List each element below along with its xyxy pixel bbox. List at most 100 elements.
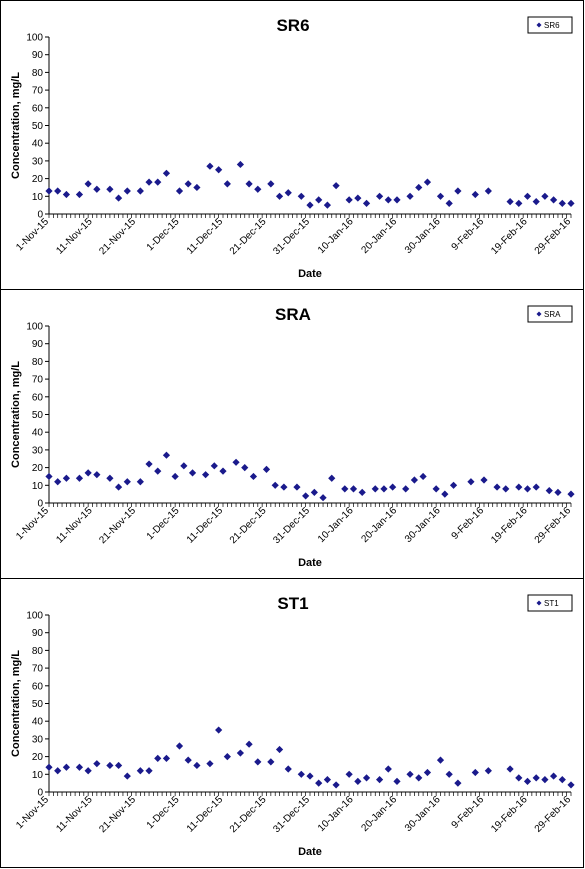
data-point-sra: [249, 472, 258, 481]
data-point-sr6: [393, 196, 401, 204]
data-point-st1: [550, 772, 558, 780]
legend-box: [527, 16, 573, 34]
data-point-sr6: [162, 169, 171, 177]
data-point-sr6: [532, 198, 540, 206]
data-point-sra: [371, 485, 379, 493]
x-tick-label: 29-Feb-16: [533, 794, 574, 835]
legend-box: [527, 305, 573, 323]
data-point-sra: [75, 474, 84, 482]
data-point-sra: [62, 474, 70, 482]
chart-svg-st1: ST1 Concentration, mg/L Date 0 10 20 30 40 50 60 7…: [10, 594, 575, 858]
data-point-sra: [515, 483, 523, 491]
x-tick-label: 9-Feb-16: [450, 794, 487, 831]
x-tick-label: 1-Dec-15: [145, 794, 182, 831]
data-point-sra: [54, 478, 62, 486]
chart-title: SRA: [275, 305, 311, 324]
data-point-st1: [506, 765, 514, 773]
x-tick-label: 9-Feb-16: [450, 505, 487, 542]
data-point-sra: [293, 483, 301, 491]
data-point-sr6: [567, 199, 575, 207]
data-point-sr6: [215, 166, 223, 174]
chart-svg-sra: SRA Concentration, mg/L Date 0 10 20 30 40 50 60 7…: [10, 305, 575, 569]
y-tick-label: 20: [32, 463, 44, 474]
data-point-sra: [545, 487, 553, 495]
y-tick-label: 20: [32, 752, 44, 763]
data-point-st1: [54, 767, 62, 775]
data-point-sr6: [445, 199, 453, 207]
data-point-sr6: [362, 199, 371, 207]
data-point-st1: [162, 754, 171, 762]
data-point-sr6: [471, 190, 479, 199]
data-point-sr6: [175, 187, 184, 195]
x-tick-label: 10-Jan-16: [316, 794, 356, 834]
data-point-sr6: [415, 183, 423, 192]
x-tick-label: 11-Nov-15: [54, 505, 95, 546]
data-point-st1: [193, 761, 201, 770]
x-tick-label: 1-Nov-15: [14, 216, 51, 253]
data-point-sra: [402, 485, 410, 493]
data-point-sr6: [254, 185, 262, 193]
data-point-sr6: [62, 190, 70, 199]
data-point-sra: [480, 476, 488, 484]
x-axis-label: Date: [298, 557, 322, 569]
data-point-sra: [341, 485, 349, 493]
data-point-sr6: [345, 196, 353, 204]
x-tick-label: 19-Feb-16: [489, 505, 530, 546]
data-point-sra: [441, 490, 449, 498]
x-tick-label: 21-Nov-15: [97, 794, 138, 835]
data-point-sr6: [376, 192, 384, 200]
data-point-st1: [284, 765, 292, 773]
data-point-sra: [502, 485, 510, 493]
data-point-sra: [358, 488, 366, 496]
data-point-sr6: [306, 201, 314, 209]
data-point-st1: [515, 774, 523, 782]
y-tick-label: 20: [32, 174, 44, 185]
data-point-sr6: [384, 196, 392, 204]
data-point-st1: [423, 768, 432, 777]
data-point-st1: [123, 772, 131, 780]
data-point-st1: [384, 765, 392, 773]
data-point-sra: [419, 472, 427, 481]
data-point-sr6: [523, 192, 532, 200]
data-point-sra: [449, 481, 458, 489]
y-tick-label: 60: [32, 103, 44, 114]
data-point-st1: [106, 761, 114, 770]
y-tick-label: 90: [32, 339, 44, 350]
data-point-sr6: [223, 180, 231, 188]
data-point-sra: [171, 472, 179, 481]
x-tick-label: 9-Feb-16: [450, 216, 487, 253]
y-tick-label: 100: [26, 611, 43, 622]
x-tick-label: 11-Dec-15: [185, 216, 226, 257]
y-tick-label: 30: [32, 445, 44, 456]
data-point-st1: [184, 756, 192, 764]
data-point-sra: [380, 485, 388, 493]
data-point-st1: [254, 758, 262, 766]
data-point-st1: [332, 781, 340, 789]
data-point-st1: [175, 742, 184, 750]
data-point-sra: [328, 474, 336, 482]
data-point-sr6: [267, 180, 275, 188]
y-tick-label: 10: [32, 481, 44, 492]
data-point-sr6: [484, 187, 492, 195]
legend-marker: [536, 311, 542, 317]
y-tick-label: 60: [32, 392, 44, 403]
x-tick-label: 31-Dec-15: [271, 216, 312, 257]
x-tick-label: 11-Dec-15: [185, 794, 226, 835]
x-tick-label: 10-Jan-16: [316, 216, 356, 256]
x-tick-label: 20-Jan-16: [360, 794, 400, 834]
chart-title: SR6: [276, 16, 309, 35]
data-point-sra: [93, 471, 101, 479]
legend-box: [527, 594, 573, 612]
y-tick-label: 90: [32, 628, 44, 639]
data-point-sr6: [275, 192, 284, 200]
y-tick-label: 0: [37, 210, 43, 221]
data-point-st1: [406, 770, 414, 778]
data-point-sra: [115, 483, 123, 491]
data-point-sr6: [106, 185, 114, 193]
y-tick-label: 60: [32, 681, 44, 692]
x-tick-label: 31-Dec-15: [271, 505, 312, 546]
data-point-sr6: [332, 182, 340, 190]
x-tick-label: 1-Dec-15: [145, 505, 182, 542]
y-tick-label: 30: [32, 734, 44, 745]
data-point-sr6: [423, 178, 432, 186]
